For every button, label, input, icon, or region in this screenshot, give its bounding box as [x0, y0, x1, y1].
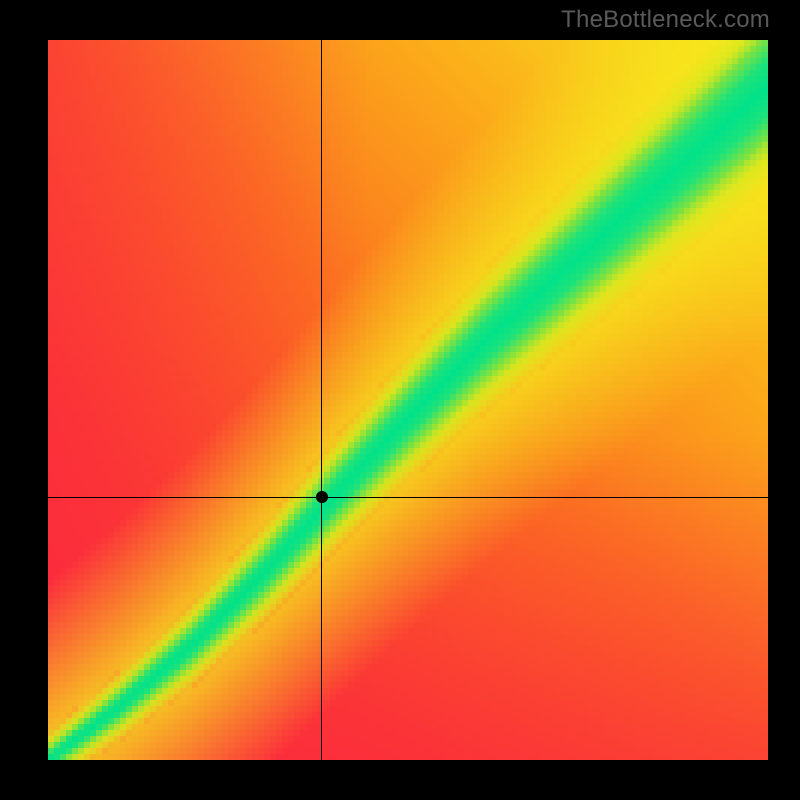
heatmap-canvas	[48, 40, 768, 760]
crosshair-vertical	[321, 40, 322, 760]
crosshair-horizontal	[48, 497, 768, 498]
watermark-text: TheBottleneck.com	[561, 6, 770, 34]
page-root: TheBottleneck.com	[0, 0, 800, 800]
heatmap-plot	[48, 40, 768, 760]
marker-dot	[316, 491, 328, 503]
